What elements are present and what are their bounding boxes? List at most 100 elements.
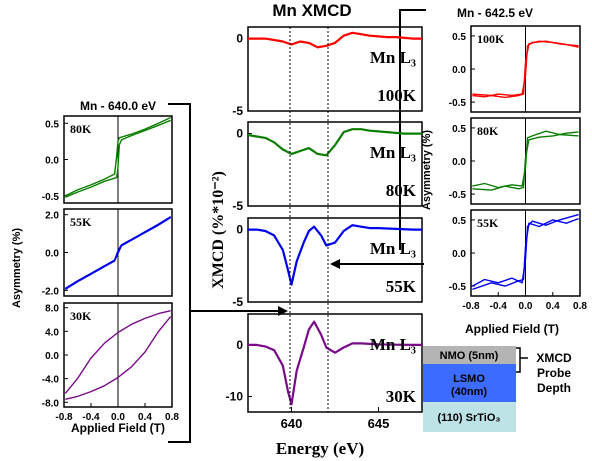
y-tick-label: 2.0 xyxy=(45,211,59,222)
series-line-0 xyxy=(64,216,172,289)
x-tick-label: 0.4 xyxy=(138,412,152,423)
panel-left-hysteresis-80K: 0.5 0.0 -0.5 80K xyxy=(42,115,173,204)
center-x-tick-label: 645 xyxy=(368,416,390,431)
panel-right-hysteresis-100K: 0.5 0.0 -0.5 100K xyxy=(449,25,581,113)
y-tick-label: 0 xyxy=(236,338,243,352)
series-line-1 xyxy=(472,40,579,99)
y-tick-label: -0.5 xyxy=(449,98,467,109)
stack-sto-label: (110) SrTiO₃ xyxy=(438,412,501,424)
x-tick-label: 0.0 xyxy=(519,301,533,312)
y-tick-label: 0.5 xyxy=(452,216,466,227)
y-tick-label: 0 xyxy=(236,127,243,141)
y-tick-label: 0 xyxy=(236,223,243,237)
panel-frame xyxy=(247,217,423,303)
y-tick-label: -0.5 xyxy=(449,190,467,201)
probe-label-2: Probe xyxy=(537,366,571,380)
temperature-label: 100K xyxy=(377,86,417,105)
panel-frame xyxy=(247,121,423,207)
temperature-label: 30K xyxy=(386,387,417,406)
y-tick-label: 0.0 xyxy=(45,351,59,362)
y-tick-label: 0.0 xyxy=(452,157,466,168)
left-xlabel: Applied Field (T) xyxy=(71,421,165,435)
right-title: Mn - 642.5 eV xyxy=(457,6,533,20)
x-tick-label: -0.8 xyxy=(462,301,480,312)
mn-l3-label: Mn L₃ xyxy=(370,335,416,354)
right-bracket xyxy=(399,9,426,250)
arrow-right-to-center xyxy=(330,259,424,269)
stack-nmo xyxy=(423,346,516,364)
x-tick-label: -0.4 xyxy=(490,301,508,312)
y-tick-label: 0.5 xyxy=(452,124,466,135)
series-line-1 xyxy=(472,131,579,191)
left-bracket xyxy=(168,103,191,443)
y-tick-label: 4.0 xyxy=(45,327,59,338)
reference-lines xyxy=(289,27,329,412)
probe-label-3: Depth xyxy=(537,381,571,395)
series-line-0 xyxy=(64,116,172,197)
series-line-0 xyxy=(248,320,422,406)
temperature-label: 100K xyxy=(477,32,505,46)
panel-right-hysteresis-80K: 0.5 0.0 -0.5 80K xyxy=(449,117,581,205)
panel-left-hysteresis-55K: 2.0 0.0 -2.0 55K xyxy=(42,208,173,297)
series-line-0 xyxy=(472,213,579,287)
y-tick-label: 0.0 xyxy=(452,249,466,260)
series-line-0 xyxy=(247,128,422,157)
y-tick-label: -8.0 xyxy=(42,398,60,409)
temperature-label: 80K xyxy=(70,122,92,136)
y-tick-label: -0.5 xyxy=(42,192,60,203)
y-tick-label: 8.0 xyxy=(45,304,59,315)
panel-center-xmcd-100K: 0 -5 100K Mn L₃ xyxy=(232,26,423,118)
temperature-label: 80K xyxy=(477,124,499,138)
y-tick-label: -4.0 xyxy=(42,375,60,386)
layer-stack: NMO (5nm) LSMO (40nm) (110) SrTiO₃ XMCD … xyxy=(423,346,572,432)
center-xlabel: Energy (eV) xyxy=(276,439,364,458)
x-tick-label: 0.8 xyxy=(165,412,179,423)
mn-l3-label: Mn L₃ xyxy=(370,48,416,67)
panels-layer: 0 -5 100K Mn L₃ 0 -5 80K Mn L₃ 0 -5 55K Mn L₃ 0 -10 30… xyxy=(42,25,587,431)
series-line-1 xyxy=(64,216,172,290)
x-tick-label: 0.0 xyxy=(111,412,125,423)
mn-l3-label: Mn L₃ xyxy=(370,143,416,162)
x-tick-label: 0.4 xyxy=(546,301,560,312)
x-tick-label: -0.4 xyxy=(82,412,100,423)
panel-right-hysteresis-55K: 0.5 0.0 -0.5 -0.8 -0.4 0.0 0.4 0.8 55K xyxy=(449,209,587,312)
panel-left-hysteresis-30K: 8.0 4.0 0.0 -4.0 -8.0 -0.8 -0.4 0.0 0.4 0.8 30K xyxy=(42,302,179,423)
series-line-0 xyxy=(248,31,422,49)
series-line-0 xyxy=(248,224,422,286)
series-line-0 xyxy=(64,310,171,394)
stack-lsmo-label-2: (40nm) xyxy=(451,386,487,398)
panel-center-xmcd-55K: 0 -5 55K Mn L₃ xyxy=(232,217,423,309)
center-ylabel: XMCD (%*10⁻²) xyxy=(210,171,227,289)
panel-center-xmcd-80K: 0 -5 80K Mn L₃ xyxy=(232,121,423,213)
left-ylabel: Asymmetry (%) xyxy=(11,228,23,308)
y-tick-label: -5 xyxy=(232,295,243,309)
y-tick-label: -10 xyxy=(226,390,244,404)
right-ylabel: Asymmetry (%) xyxy=(421,130,433,210)
series-line-1 xyxy=(472,217,579,291)
temperature-label: 80K xyxy=(386,181,417,200)
y-tick-label: -2.0 xyxy=(42,286,60,297)
panel-frame xyxy=(247,313,423,413)
y-tick-label: 0.0 xyxy=(45,156,59,167)
right-xlabel: Applied Field (T) xyxy=(465,322,559,336)
x-tick-label: -0.8 xyxy=(55,412,73,423)
y-tick-label: 0 xyxy=(236,32,243,46)
stack-lsmo-label-1: LSMO xyxy=(453,373,485,385)
panel-center-xmcd-30K: 0 -10 30K Mn L₃ xyxy=(226,313,423,413)
y-tick-label: 0.0 xyxy=(45,249,59,260)
temperature-label: 55K xyxy=(386,277,417,296)
temperature-label: 55K xyxy=(477,216,499,230)
y-tick-label: -0.5 xyxy=(449,282,467,293)
left-title: Mn - 640.0 eV xyxy=(80,99,156,113)
stack-nmo-label: NMO (5nm) xyxy=(440,350,499,362)
stack-lsmo xyxy=(423,364,516,402)
temperature-label: 30K xyxy=(70,309,92,323)
y-tick-label: -5 xyxy=(232,104,243,118)
temperature-label: 55K xyxy=(70,215,92,229)
y-tick-label: 0.5 xyxy=(45,119,59,130)
y-tick-label: -5 xyxy=(232,199,243,213)
y-tick-label: 0.0 xyxy=(452,65,466,76)
center-x-tick-label: 640 xyxy=(281,416,303,431)
mn-l3-label: Mn L₃ xyxy=(370,239,416,258)
